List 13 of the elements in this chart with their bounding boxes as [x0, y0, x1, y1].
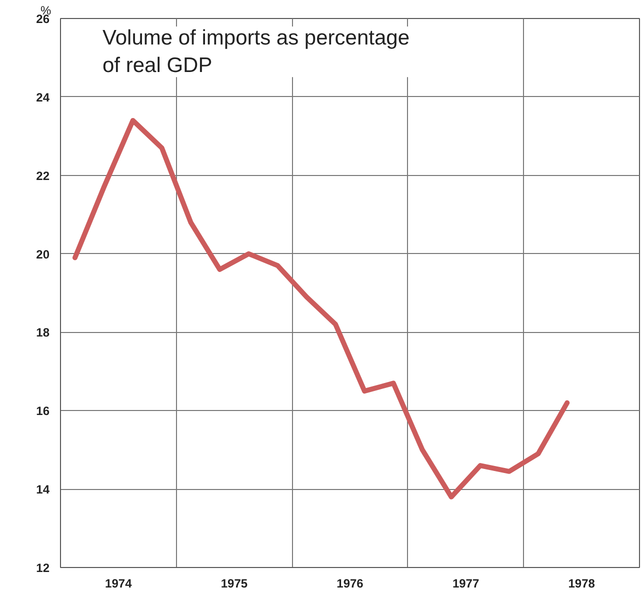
- x-tick-label: 1974: [105, 576, 132, 590]
- x-tick-label: 1977: [452, 576, 480, 590]
- y-tick-label: 22: [36, 168, 50, 183]
- y-tick-label: 16: [36, 404, 50, 418]
- text: Volume of imports as percentage of real GDP: [102, 26, 410, 78]
- x-tick-label: 1975: [220, 576, 248, 590]
- y-tick-label: 20: [36, 247, 50, 262]
- y-tick-label: 24: [36, 90, 50, 104]
- x-tick-label: 1976: [336, 576, 364, 590]
- x-tick-label: 1978: [568, 576, 596, 590]
- y-tick-label: 12: [36, 561, 50, 575]
- y-tick-label: 18: [36, 326, 50, 340]
- y-tick-label: 14: [36, 482, 50, 497]
